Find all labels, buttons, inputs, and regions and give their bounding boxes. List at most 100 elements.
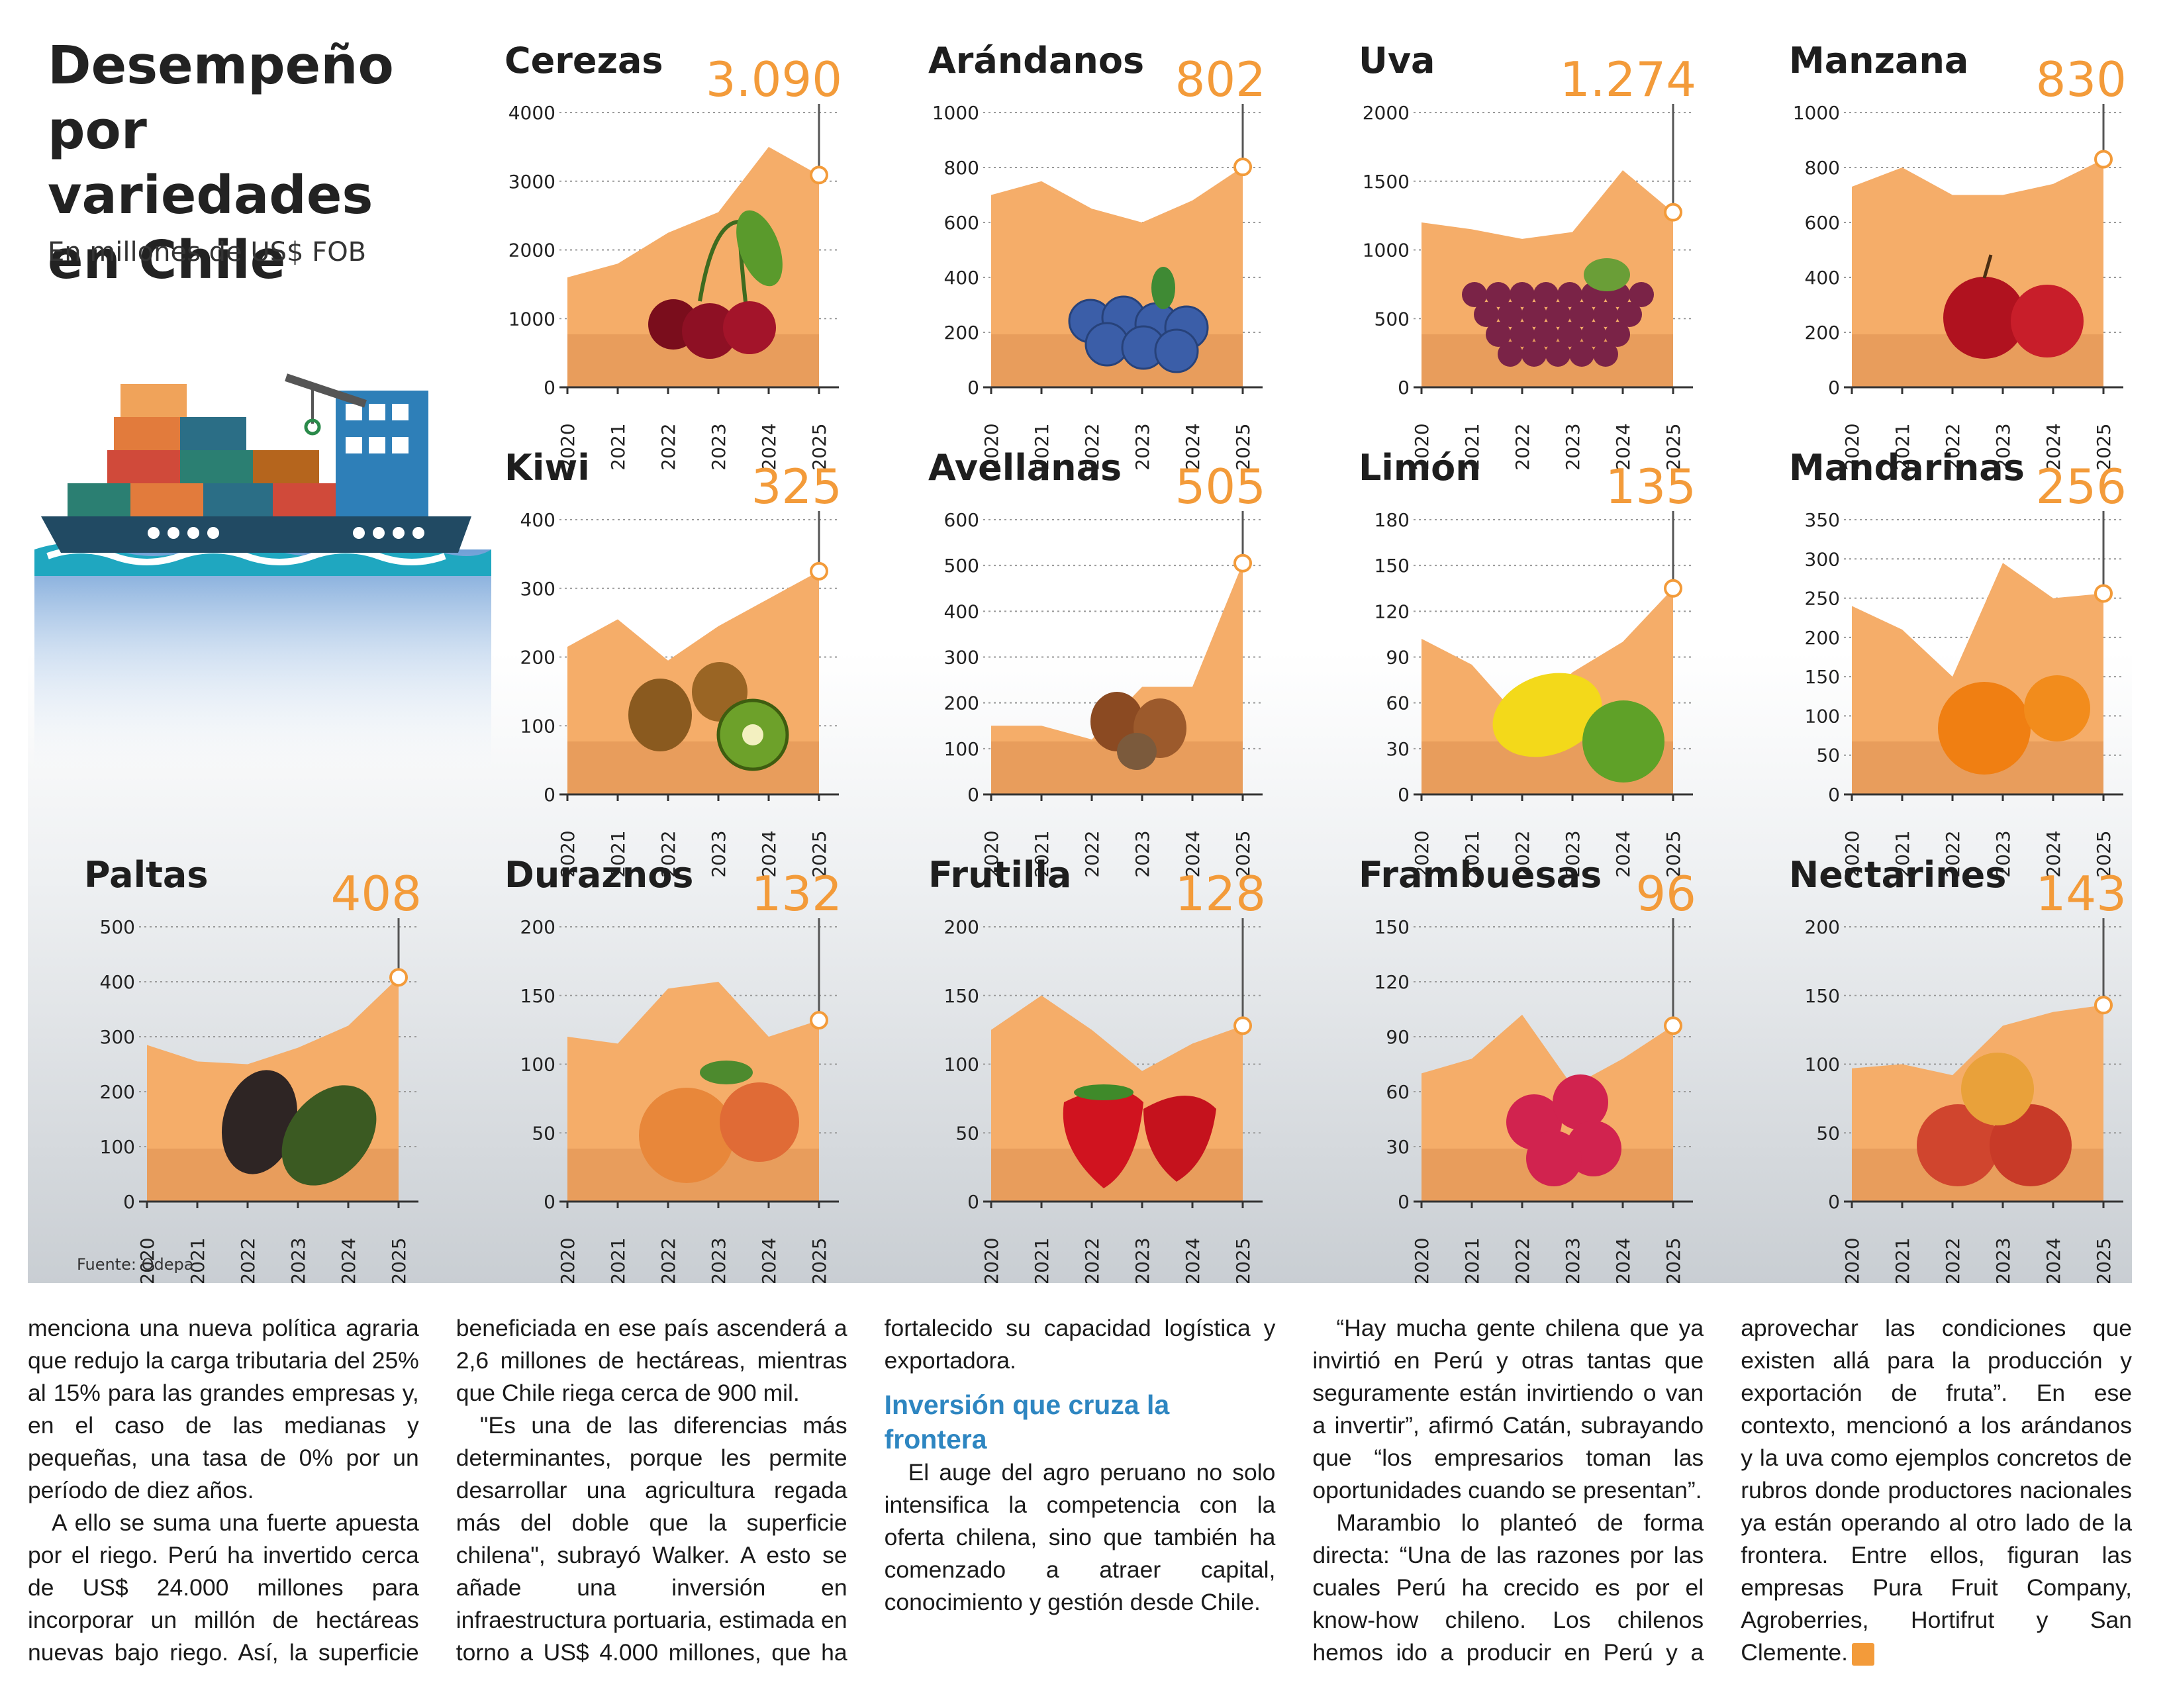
chart-mandarinas: Mandarinas 256 0 50 100 150 200 250 300 350 2020 20… — [1789, 447, 2127, 878]
y-tick-label: 200 — [1805, 627, 1840, 649]
x-tick-label: 2022 — [1942, 1237, 1964, 1283]
fruit — [221, 1070, 298, 1174]
last-point-marker — [1233, 553, 1252, 573]
x-tick-label: 2021 — [1461, 423, 1483, 470]
x-tick-label: 2024 — [1612, 830, 1634, 877]
last-point-marker — [2094, 150, 2113, 169]
fruit — [1521, 302, 1547, 327]
fruit — [1593, 342, 1618, 367]
y-tick-label: 100 — [1805, 705, 1840, 727]
fruit — [1510, 282, 1535, 307]
last-point-marker — [810, 166, 828, 185]
x-tick-label: 2020 — [1841, 423, 1863, 470]
fruit — [1498, 342, 1523, 367]
x-tick-label: 2023 — [708, 830, 730, 877]
y-tick-label: 100 — [520, 1054, 555, 1076]
fruit — [1617, 302, 1642, 327]
x-tick-label: 2024 — [2043, 830, 2064, 877]
x-tick-label: 2021 — [187, 1237, 209, 1283]
hazelnuts-icon — [1090, 692, 1186, 770]
fruit — [723, 301, 776, 354]
highlight-value: 128 — [1175, 866, 1266, 922]
y-tick-label: 0 — [544, 1191, 555, 1213]
blueberries-icon — [1068, 267, 1209, 373]
x-tick-label: 2024 — [2043, 423, 2064, 470]
y-tick-label: 150 — [944, 985, 979, 1007]
fruit — [1492, 673, 1602, 757]
x-tick-label: 2023 — [1562, 1237, 1584, 1283]
y-tick-label: 120 — [1374, 600, 1410, 622]
y-tick-label: 200 — [100, 1081, 135, 1103]
y-tick-label: 0 — [544, 784, 555, 806]
x-tick-label: 2023 — [708, 423, 730, 470]
x-tick-label: 2021 — [607, 830, 629, 877]
last-point-marker — [1664, 1016, 1682, 1035]
fruit — [1593, 302, 1618, 327]
y-tick-label: 300 — [944, 647, 979, 669]
y-tick-label: 50 — [532, 1122, 555, 1144]
fruit — [1510, 322, 1535, 347]
last-point-marker — [810, 1011, 828, 1030]
x-tick-label: 2024 — [1612, 423, 1634, 470]
article-paragraph: "Es una de las diferencias más determina… — [456, 1315, 1276, 1666]
highlight-value: 256 — [2036, 459, 2127, 514]
x-tick-label: 2025 — [1663, 423, 1684, 470]
fruit — [1581, 322, 1606, 347]
x-tick-label: 2022 — [1942, 423, 1964, 470]
chart-title: Frambuesas — [1359, 854, 1602, 896]
y-tick-label: 30 — [1386, 1136, 1410, 1158]
x-tick-label: 2021 — [1461, 830, 1483, 877]
y-tick-label: 800 — [1805, 157, 1840, 179]
leaf — [700, 1061, 753, 1084]
y-tick-label: 400 — [100, 971, 135, 993]
last-point-marker — [1664, 579, 1682, 598]
fruit — [1474, 302, 1499, 327]
fruit — [1117, 733, 1157, 770]
x-tick-label: 2023 — [1562, 830, 1584, 877]
fruit — [639, 1088, 734, 1183]
highlight-value: 505 — [1175, 459, 1266, 514]
x-tick-label: 2020 — [981, 1237, 1002, 1283]
fruit — [1938, 682, 2031, 775]
y-tick-label: 3000 — [508, 171, 555, 193]
last-point-marker — [810, 561, 828, 581]
article-paragraph: “Hay mucha gente chilena que ya invirtió… — [1312, 1315, 1704, 1503]
y-tick-label: 1000 — [1793, 102, 1840, 124]
y-tick-label: 150 — [1805, 985, 1840, 1007]
y-tick-label: 300 — [100, 1026, 135, 1048]
x-tick-label: 2022 — [1512, 423, 1533, 470]
x-tick-label: 2024 — [1182, 830, 1204, 877]
avocados-icon — [221, 1070, 377, 1186]
fruit — [1917, 1104, 1999, 1186]
highlight-value: 3.090 — [706, 52, 842, 107]
y-tick-label: 90 — [1386, 647, 1410, 669]
x-tick-label: 2023 — [1132, 1237, 1153, 1283]
x-tick-label: 2024 — [758, 830, 780, 877]
end-mark-icon: S — [1851, 1642, 1887, 1666]
x-tick-label: 2025 — [2093, 1237, 2115, 1283]
x-tick-label: 2025 — [808, 423, 830, 470]
chart-title: Mandarinas — [1789, 447, 2025, 489]
y-tick-label: 200 — [1805, 916, 1840, 938]
x-tick-label: 2020 — [557, 423, 579, 470]
x-tick-label: 2021 — [1031, 830, 1053, 877]
fruit — [1533, 322, 1559, 347]
x-tick-label: 2021 — [1031, 1237, 1053, 1283]
last-point-marker — [1664, 203, 1682, 222]
y-tick-label: 0 — [967, 1191, 979, 1213]
y-tick-label: 200 — [944, 916, 979, 938]
x-tick-label: 2020 — [1411, 1237, 1433, 1283]
apples-icon — [1943, 254, 2084, 359]
chart-frutilla: Frutilla 128 0 50 100 150 200 2020 2021 2022 2023 2… — [928, 854, 1266, 1283]
article-text: menciona una nueva política agraria que … — [28, 1312, 2132, 1683]
y-tick-label: 0 — [123, 1191, 135, 1213]
x-tick-label: 2021 — [1892, 423, 1913, 470]
x-tick-label: 2022 — [1081, 423, 1103, 470]
fruit-core — [742, 724, 763, 745]
chart-title: Cerezas — [505, 40, 663, 81]
x-tick-label: 2023 — [1992, 423, 2014, 470]
leaf — [736, 210, 783, 287]
x-tick-label: 2021 — [607, 1237, 629, 1283]
leaf — [1584, 258, 1630, 291]
chart-cerezas: Cerezas 3.090 0 1000 2000 3000 4000 2020 2021 202… — [505, 40, 842, 471]
